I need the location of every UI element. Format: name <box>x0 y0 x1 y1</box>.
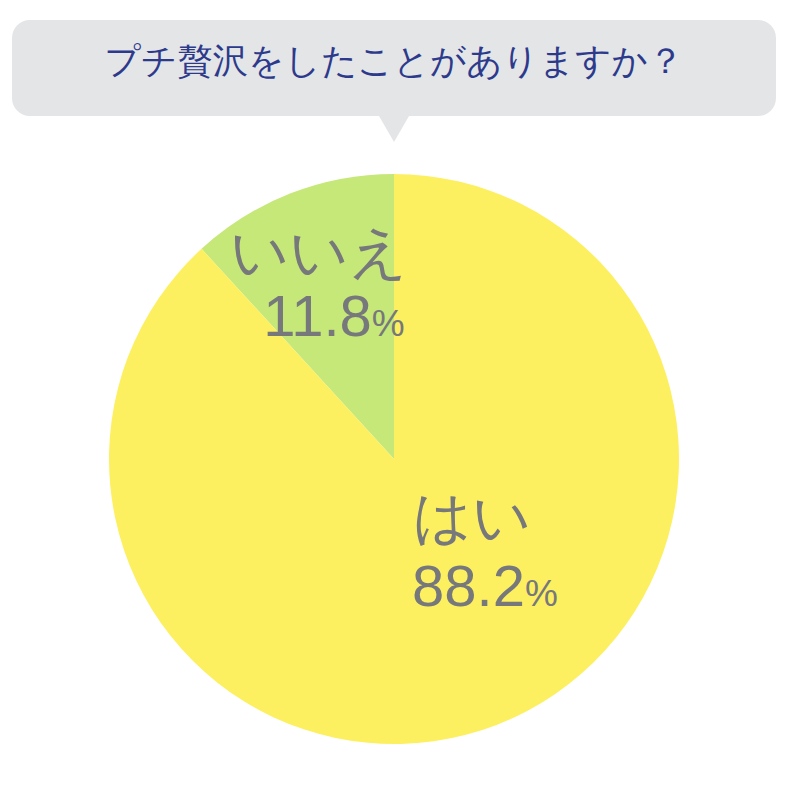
svg-text:いいえ: いいえ <box>230 219 408 284</box>
svg-text:はい: はい <box>413 484 532 549</box>
